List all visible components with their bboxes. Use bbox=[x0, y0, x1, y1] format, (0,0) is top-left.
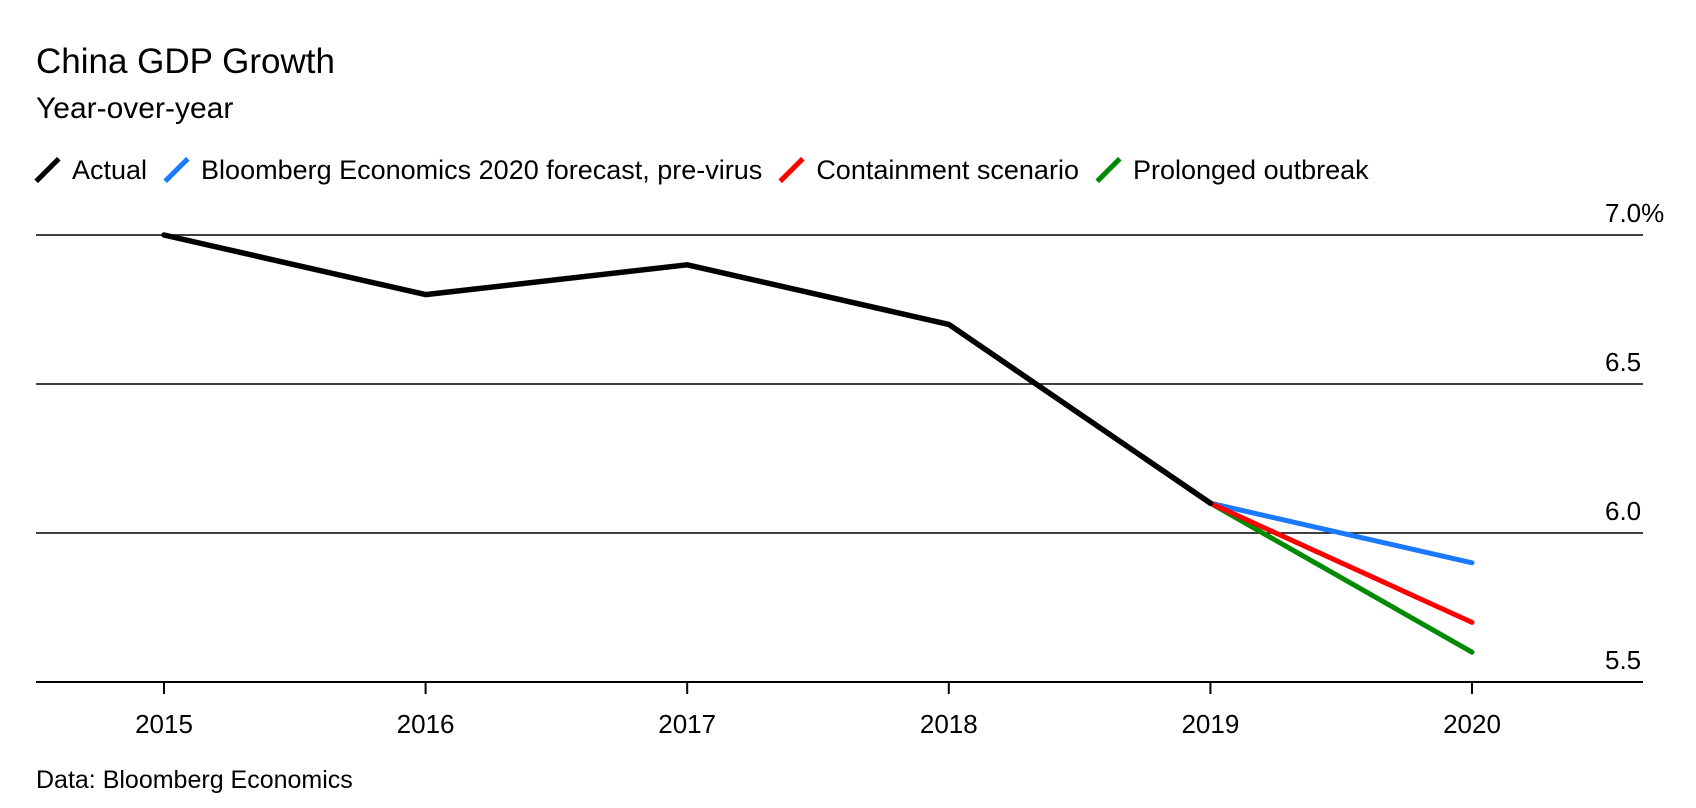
x-tick-label: 2017 bbox=[658, 709, 716, 739]
source-note: Data: Bloomberg Economics bbox=[36, 766, 353, 794]
y-tick-label: 6.0 bbox=[1605, 496, 1641, 526]
x-axis-tick-labels: 2015 2016 2017 2018 2019 2020 bbox=[135, 682, 1501, 739]
chart-subtitle: Year-over-year bbox=[36, 92, 234, 125]
legend-item-prolonged-outbreak: Prolonged outbreak bbox=[1097, 152, 1369, 188]
legend-label-containment-scenario: Containment scenario bbox=[816, 155, 1079, 185]
legend: Actual Bloomberg Economics 2020 forecast… bbox=[36, 152, 1387, 188]
series-line-containment-scenario bbox=[1207, 500, 1475, 625]
x-tick-label: 2020 bbox=[1443, 709, 1501, 739]
legend-item-containment-scenario: Containment scenario bbox=[780, 152, 1079, 188]
x-tick-label: 2018 bbox=[920, 709, 978, 739]
series-lines bbox=[161, 232, 1475, 655]
x-tick-label: 2016 bbox=[397, 709, 455, 739]
gridlines bbox=[36, 234, 1643, 683]
legend-label-prolonged-outbreak: Prolonged outbreak bbox=[1132, 155, 1369, 185]
legend-label-pre-virus-forecast: Bloomberg Economics 2020 forecast, pre-v… bbox=[201, 155, 763, 185]
legend-item-actual: Actual bbox=[36, 152, 147, 188]
series-line-actual bbox=[161, 232, 1214, 506]
legend-label-actual: Actual bbox=[72, 155, 148, 185]
y-tick-label: 6.5 bbox=[1605, 347, 1641, 377]
legend-item-pre-virus-forecast: Bloomberg Economics 2020 forecast, pre-v… bbox=[165, 152, 762, 188]
y-tick-label: 7.0% bbox=[1605, 198, 1664, 228]
series-line-prolonged-outbreak bbox=[1207, 500, 1475, 655]
x-tick-label: 2019 bbox=[1181, 709, 1239, 739]
y-axis-tick-labels: 7.0% 6.5 6.0 5.5 bbox=[1605, 198, 1664, 675]
chart-title: China GDP Growth bbox=[36, 42, 335, 81]
x-tick-label: 2015 bbox=[135, 709, 193, 739]
y-tick-label: 5.5 bbox=[1605, 645, 1641, 675]
series-line-pre-virus-forecast bbox=[1207, 500, 1475, 566]
